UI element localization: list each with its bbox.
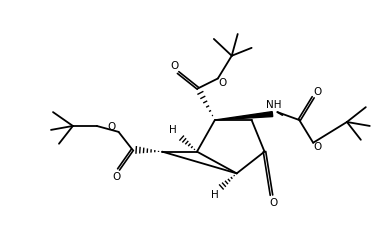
Text: H: H xyxy=(211,190,219,200)
Text: O: O xyxy=(107,122,116,132)
Text: O: O xyxy=(113,172,121,182)
Polygon shape xyxy=(215,112,273,120)
Text: O: O xyxy=(269,198,278,208)
Text: NH: NH xyxy=(266,100,281,110)
Text: O: O xyxy=(219,78,227,88)
Text: O: O xyxy=(313,87,321,97)
Text: H: H xyxy=(169,125,177,135)
Text: O: O xyxy=(170,61,178,71)
Text: O: O xyxy=(313,142,321,152)
